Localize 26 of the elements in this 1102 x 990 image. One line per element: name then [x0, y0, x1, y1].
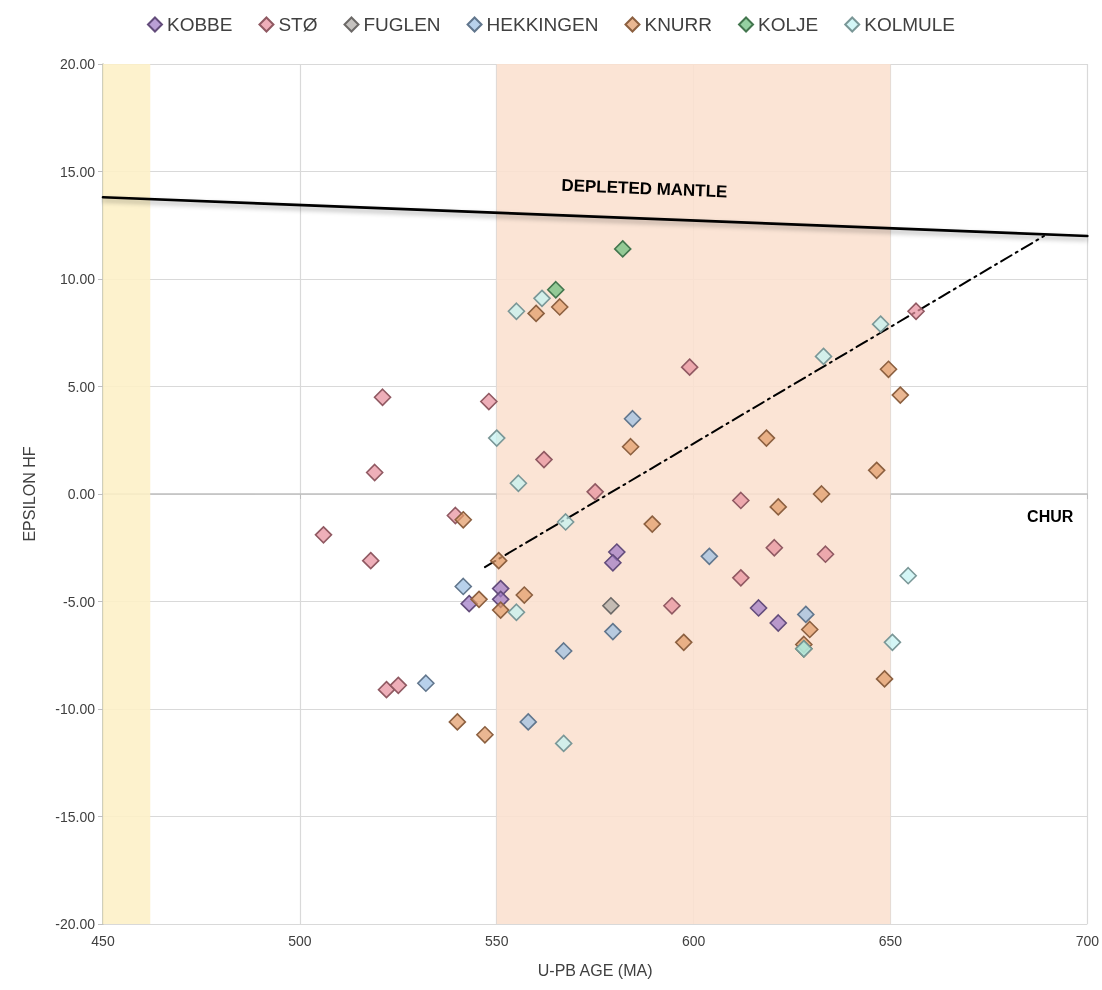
x-tick-label: 450 — [91, 933, 115, 949]
x-axis-title: U-PB AGE (MA) — [537, 961, 653, 979]
y-tick-label: -15.00 — [55, 808, 96, 825]
legend-label: FUGLEN — [363, 14, 441, 35]
x-tick-label: 650 — [878, 933, 903, 949]
y-axis-title: EPSILON HF — [20, 446, 38, 542]
x-tick-label: 550 — [485, 933, 509, 949]
y-tick-label: -20.00 — [55, 916, 96, 932]
x-tick-label: 700 — [1075, 933, 1100, 949]
legend-label: KNURR — [644, 14, 713, 35]
x-tick-label: 600 — [681, 933, 706, 949]
legend-label: HEKKINGEN — [486, 14, 599, 35]
ref-line-label: CHUR — [1027, 507, 1074, 525]
y-tick-label: 10.00 — [59, 271, 96, 287]
y-tick-label: 5.00 — [67, 378, 96, 395]
y-tick-label: -10.00 — [55, 701, 96, 717]
legend-label: STØ — [278, 14, 318, 35]
y-tick-label: 0.00 — [67, 486, 96, 502]
y-tick-label: -5.00 — [63, 593, 96, 610]
legend-label: KOBBE — [166, 14, 233, 35]
y-tick-label: 15.00 — [59, 163, 96, 180]
legend-label: KOLMULE — [864, 14, 956, 35]
x-tick-label: 500 — [288, 933, 312, 949]
series-label: DEPLETED MANTLE — [561, 175, 728, 202]
legend-label: KOLJE — [758, 14, 819, 35]
y-tick-label: 20.00 — [59, 56, 96, 72]
